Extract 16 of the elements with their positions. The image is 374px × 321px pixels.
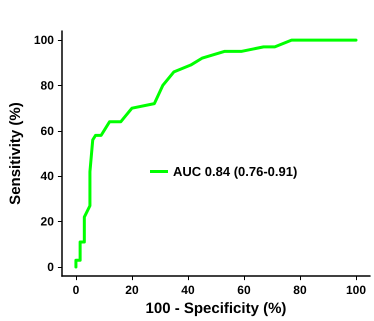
- y-axis-title: Sensitivity (%): [7, 102, 24, 205]
- x-tick-label: 0: [72, 283, 80, 298]
- y-tick-label: 0: [47, 260, 54, 274]
- y-tick-label: 100: [34, 33, 54, 48]
- x-axis-title: 100 - Specificity (%): [146, 300, 286, 317]
- x-tick-label: 80: [293, 283, 307, 298]
- x-tick-label: 40: [181, 283, 195, 298]
- y-tick-label: 60: [40, 124, 54, 138]
- y-tick-label: 80: [40, 78, 54, 92]
- x-tick-label: 20: [125, 283, 139, 298]
- x-tick-label: 100: [346, 283, 366, 298]
- legend-label: AUC 0.84 (0.76-0.91): [173, 164, 298, 179]
- y-tick-label: 40: [40, 169, 54, 184]
- y-tick-label: 20: [40, 214, 54, 229]
- x-tick-label: 60: [237, 283, 251, 298]
- line-series: [74, 38, 358, 269]
